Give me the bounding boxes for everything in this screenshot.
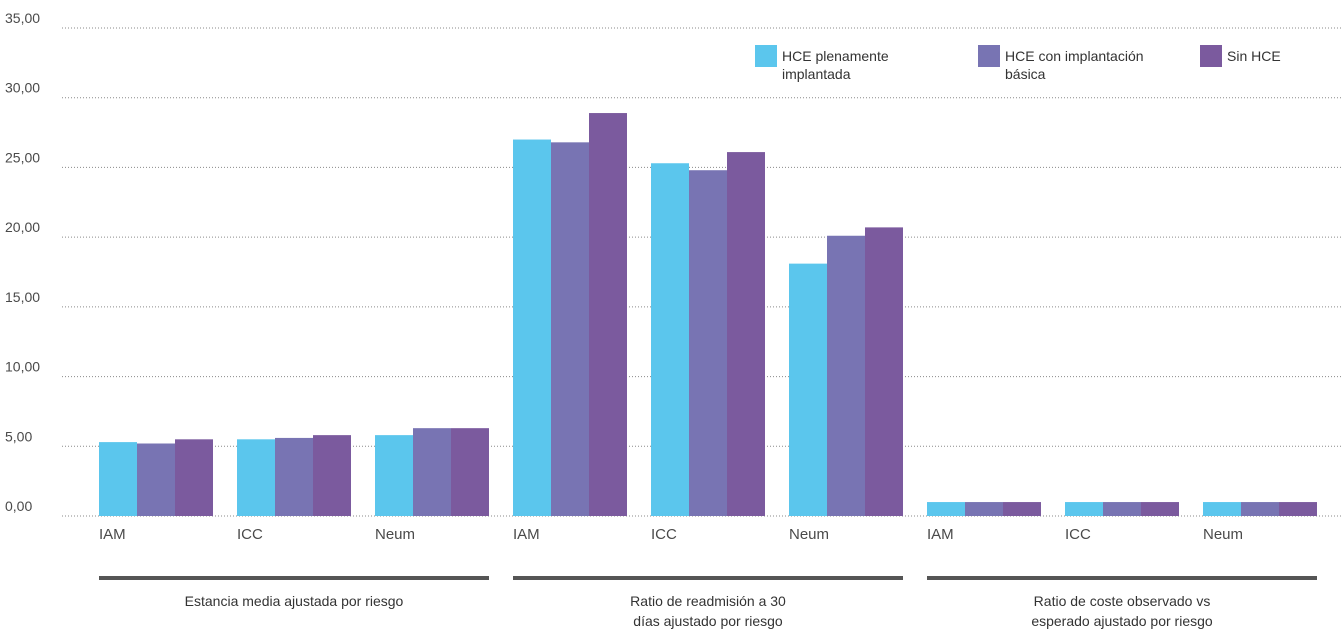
y-tick-label: 5,00 [5,428,32,444]
bar [589,113,627,517]
bar [313,435,351,516]
x-tick-label: ICC [237,526,263,543]
bar [927,502,965,516]
bar [513,139,551,517]
bar [451,428,489,516]
x-tick-label: IAM [99,526,126,543]
bar [1279,502,1317,516]
legend-swatch [978,45,1000,67]
y-tick-label: 35,00 [5,10,40,26]
legend-label: básica [1005,66,1046,82]
bars-layer [99,113,1317,517]
bar [175,439,213,516]
group-bracket [513,576,903,580]
legend-swatch [755,45,777,67]
bar [1065,502,1103,516]
y-tick-label: 30,00 [5,80,40,96]
y-tick-label: 10,00 [5,359,40,375]
x-tick-label: Neum [789,526,829,543]
x-tick-label: ICC [651,526,677,543]
legend-label: implantada [782,66,851,82]
bar [1103,502,1141,516]
legend-label: HCE plenamente [782,48,889,64]
group-bracket [99,576,489,580]
legend-label: HCE con implantación [1005,48,1144,64]
bar [237,439,275,516]
bar [275,437,313,516]
group-label: Estancia media ajustada por riesgo [185,593,404,609]
bar [375,435,413,516]
legend: HCE plenamente implantada HCE con implanta… [755,45,1281,82]
bar [413,428,451,516]
bar [137,443,175,516]
bar [1003,502,1041,516]
bar [727,152,765,516]
legend-swatch [1200,45,1222,67]
bar [865,227,903,516]
y-tick-label: 20,00 [5,219,40,235]
x-tick-label: Neum [1203,526,1243,543]
x-tick-label: Neum [375,526,415,543]
bar [827,235,865,516]
x-tick-label: IAM [513,526,540,543]
group-bracket [927,576,1317,580]
y-tick-label: 25,00 [5,149,40,165]
group-label: días ajustado por riesgo [633,613,783,629]
bar [1141,502,1179,516]
x-tick-label: ICC [1065,526,1091,543]
x-tick-label: IAM [927,526,954,543]
bar [551,142,589,516]
y-tick-label: 0,00 [5,498,32,514]
bar [965,502,1003,516]
bar [789,263,827,516]
bar [1203,502,1241,516]
bar [651,163,689,516]
group-label: Ratio de readmisión a 30 [630,593,786,609]
legend-label: Sin HCE [1227,48,1281,64]
group-label: Ratio de coste observado vs [1034,593,1211,609]
bar [689,170,727,516]
group-label: esperado ajustado por riesgo [1031,613,1213,629]
bar [99,442,137,516]
labels-layer: 0,00 5,00 10,00 15,00 20,00 25,00 30,00 35,00 IA… [5,10,1317,629]
y-tick-label: 15,00 [5,289,40,305]
bar [1241,502,1279,516]
